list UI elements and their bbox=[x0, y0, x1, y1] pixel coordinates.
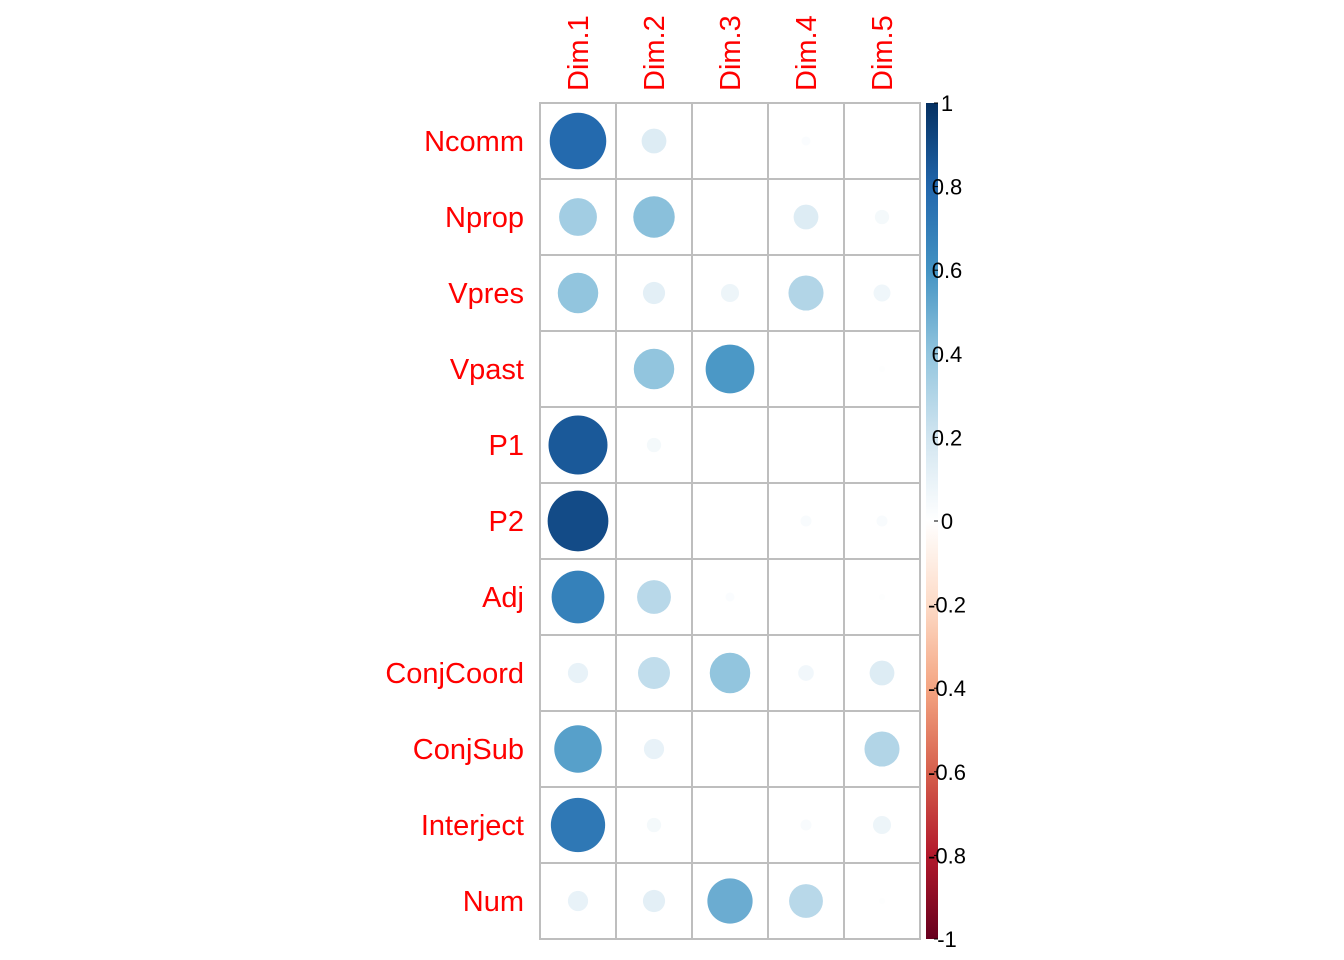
colorbar-tick-label: 0.2 bbox=[932, 425, 963, 450]
circle-Interject-Dim.4 bbox=[800, 819, 812, 831]
circle-Vpres-Dim.2 bbox=[642, 281, 666, 305]
circle-Num-Dim.4 bbox=[789, 884, 823, 918]
cell-Vpres-Dim.4 bbox=[767, 254, 845, 332]
circle-Interject-Dim.1 bbox=[550, 797, 606, 853]
row-label: P2 bbox=[489, 506, 524, 538]
colorbar-tick-label: 0.6 bbox=[932, 258, 963, 283]
cell-ConjSub-Dim.4 bbox=[767, 710, 845, 788]
circle-Num-Dim.2 bbox=[642, 889, 666, 913]
circle-ConjCoord-Dim.1 bbox=[567, 662, 589, 684]
column-label: Dim.3 bbox=[715, 15, 747, 91]
circle-P1-Dim.1 bbox=[548, 415, 608, 475]
circle-Ncomm-Dim.1 bbox=[549, 112, 607, 170]
cell-P2-Dim.2 bbox=[615, 482, 693, 560]
cell-Nprop-Dim.3 bbox=[691, 178, 769, 256]
circle-Nprop-Dim.1 bbox=[559, 198, 597, 236]
circle-Nprop-Dim.4 bbox=[793, 204, 819, 230]
column-label: Dim.4 bbox=[791, 15, 823, 91]
circle-Nprop-Dim.5 bbox=[874, 209, 890, 225]
cell-ConjSub-Dim.3 bbox=[691, 710, 769, 788]
circle-Adj-Dim.5 bbox=[878, 593, 886, 601]
column-labels: Dim.1 Dim.2 Dim.3 Dim.4 Dim.5 bbox=[563, 15, 899, 91]
circle-Vpast-Dim.5 bbox=[878, 365, 886, 373]
circle-ConjCoord-Dim.3 bbox=[709, 652, 751, 694]
colorbar-gradient bbox=[926, 103, 938, 939]
row-label: Interject bbox=[421, 810, 524, 842]
row-label: Vpres bbox=[448, 278, 524, 310]
circle-ConjSub-Dim.1 bbox=[554, 725, 602, 773]
row-label: P1 bbox=[489, 430, 524, 462]
column-label: Dim.1 bbox=[563, 15, 595, 91]
circle-Num-Dim.5 bbox=[878, 897, 886, 905]
row-label: Nprop bbox=[445, 202, 524, 234]
circle-Vpast-Dim.3 bbox=[705, 344, 755, 394]
circle-P1-Dim.2 bbox=[646, 437, 662, 453]
row-labels: Ncomm Nprop Vpres Vpast P1 P2 Adj ConjCoord Conj… bbox=[385, 126, 524, 918]
circle-Ncomm-Dim.4 bbox=[801, 136, 811, 146]
colorbar: 1 0.8 0.6 0.4 0.2 0 -0.2 -0.4 -0.6 -0.8 -1 bbox=[926, 91, 966, 952]
circle-P2-Dim.4 bbox=[800, 515, 812, 527]
circle-Adj-Dim.3 bbox=[725, 592, 735, 602]
circle-Interject-Dim.5 bbox=[872, 815, 892, 835]
row-label: Ncomm bbox=[424, 126, 524, 158]
cell-P1-Dim.4 bbox=[767, 406, 845, 484]
circle-Adj-Dim.1 bbox=[551, 570, 605, 624]
colorbar-tick-label: -0.2 bbox=[928, 593, 966, 618]
circle-Vpres-Dim.3 bbox=[720, 283, 740, 303]
colorbar-tick-label: 0.8 bbox=[932, 175, 963, 200]
circle-marks bbox=[547, 112, 900, 924]
circle-ConjCoord-Dim.5 bbox=[869, 660, 895, 686]
circle-ConjCoord-Dim.4 bbox=[798, 665, 814, 681]
circle-ConjSub-Dim.2 bbox=[643, 738, 665, 760]
colorbar-tick-label: -1 bbox=[937, 927, 957, 952]
colorbar-tick-label: -0.4 bbox=[928, 676, 966, 701]
cell-Adj-Dim.4 bbox=[767, 558, 845, 636]
row-label: ConjCoord bbox=[385, 658, 524, 690]
circle-P2-Dim.1 bbox=[547, 490, 609, 552]
circle-Num-Dim.3 bbox=[707, 878, 753, 924]
cell-P1-Dim.3 bbox=[691, 406, 769, 484]
circle-Vpast-Dim.2 bbox=[633, 348, 675, 390]
circle-Nprop-Dim.2 bbox=[633, 196, 675, 238]
circle-P2-Dim.5 bbox=[876, 515, 888, 527]
circle-Adj-Dim.2 bbox=[637, 580, 671, 614]
colorbar-tick-label: -0.8 bbox=[928, 843, 966, 868]
cell-Interject-Dim.3 bbox=[691, 786, 769, 864]
circle-Vpres-Dim.4 bbox=[788, 275, 824, 311]
cell-Vpast-Dim.1 bbox=[539, 330, 617, 408]
circle-Interject-Dim.2 bbox=[646, 817, 662, 833]
cell-Ncomm-Dim.3 bbox=[691, 102, 769, 180]
row-label: Vpast bbox=[450, 354, 524, 386]
circle-ConjCoord-Dim.2 bbox=[638, 657, 670, 689]
circle-Vpres-Dim.5 bbox=[873, 284, 891, 302]
circle-ConjSub-Dim.5 bbox=[864, 731, 900, 767]
cell-P1-Dim.5 bbox=[843, 406, 921, 484]
row-label: Adj bbox=[482, 582, 524, 614]
column-label: Dim.2 bbox=[639, 15, 671, 91]
circle-Ncomm-Dim.2 bbox=[641, 128, 667, 154]
column-label: Dim.5 bbox=[867, 15, 899, 91]
colorbar-tick-label: 1 bbox=[941, 91, 953, 116]
cell-P2-Dim.3 bbox=[691, 482, 769, 560]
circle-Vpres-Dim.1 bbox=[557, 272, 599, 314]
row-label: Num bbox=[463, 886, 524, 918]
cell-P1-Dim.2 bbox=[615, 406, 693, 484]
row-label: ConjSub bbox=[413, 734, 524, 766]
cell-Ncomm-Dim.5 bbox=[843, 102, 921, 180]
colorbar-tick-label: -0.6 bbox=[928, 760, 966, 785]
colorbar-tick-label: 0 bbox=[941, 509, 953, 534]
circle-Num-Dim.1 bbox=[567, 890, 589, 912]
colorbar-tick-label: 0.4 bbox=[932, 342, 963, 367]
cell-Vpast-Dim.4 bbox=[767, 330, 845, 408]
